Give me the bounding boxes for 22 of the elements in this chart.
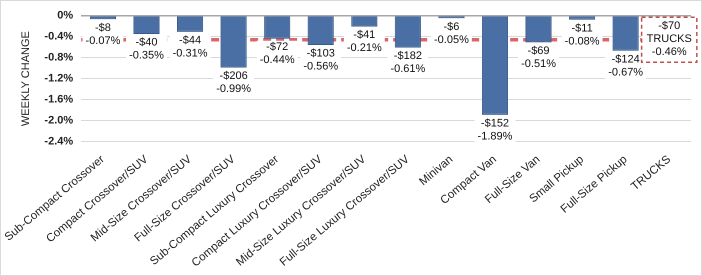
data-label: -$72 -0.44% [260, 41, 295, 66]
data-label: -$41 -0.21% [346, 29, 382, 54]
y-tick-label: -2.0% [44, 114, 74, 127]
y-tick-label: 0% [57, 10, 74, 22]
y-tick-label: -2.4% [44, 136, 74, 148]
y-tick-label: -1.2% [44, 72, 74, 85]
y-tick-label: -0.8% [44, 52, 74, 64]
y-tick-label: -0.4% [44, 30, 74, 43]
data-label: -$6 -0.05% [434, 20, 470, 46]
annotation: -$70 TRUCKS -0.46% [646, 20, 692, 58]
data-label: -$11 -0.08% [564, 22, 600, 48]
data-label: -$40 -0.35% [129, 36, 164, 62]
data-label: -$103 -0.56% [303, 48, 338, 73]
data-label: -$8 -0.07% [86, 22, 121, 47]
data-label: -$124 -0.67% [608, 53, 644, 78]
y-axis-title: WEEKLY CHANGE [20, 31, 32, 126]
data-label: -$152 -1.89% [478, 117, 513, 142]
data-label: -$44 -0.31% [172, 34, 208, 60]
data-label: -$69 -0.51% [521, 44, 556, 70]
y-tick-label: -1.6% [44, 94, 74, 106]
data-label: -$182 -0.61% [390, 50, 426, 76]
data-label: -$206 -0.99% [216, 70, 252, 96]
